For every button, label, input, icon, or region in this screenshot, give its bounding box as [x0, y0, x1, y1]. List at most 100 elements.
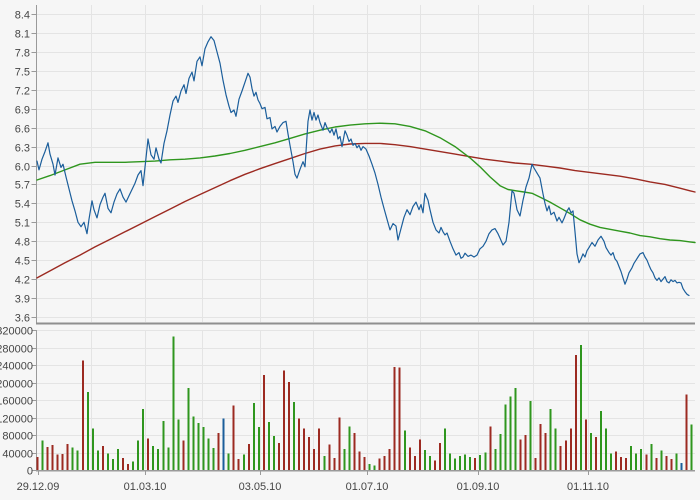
volume-bar — [509, 396, 512, 470]
volume-bar — [645, 454, 648, 470]
y-axis-label: 4.5 — [15, 256, 30, 268]
volume-bar — [635, 453, 638, 470]
volume-bar — [237, 459, 240, 470]
y-axis-label: 6.3 — [15, 143, 30, 155]
volume-bar — [459, 456, 462, 470]
volume-bar — [76, 450, 79, 470]
volume-bar — [86, 392, 89, 470]
volume-bar — [469, 456, 472, 470]
volume-bar — [197, 422, 200, 471]
volume-bar — [554, 428, 557, 470]
volume-bar — [51, 445, 54, 470]
volume-bar — [640, 449, 643, 470]
series — [36, 36, 696, 297]
volume-bar — [222, 418, 225, 470]
volume-bar — [393, 366, 396, 471]
y-axis-label: 120000 — [0, 414, 33, 426]
volume-bar — [363, 456, 366, 470]
x-axis-label: 29.12.09 — [17, 481, 60, 493]
volume-bar — [177, 419, 180, 471]
x-axis-label: 03.05.10 — [239, 481, 282, 493]
y-axis-label: 7.8 — [15, 48, 30, 60]
volume-bar — [182, 440, 185, 471]
x-axis-label: 01.09.10 — [457, 481, 500, 493]
y-axis-label: 40000 — [2, 449, 33, 461]
moving-average-green-line — [36, 122, 696, 244]
volume-bar — [428, 456, 431, 470]
volume-bar — [127, 463, 130, 470]
volume-bar — [318, 428, 321, 470]
volume-bar — [439, 442, 441, 470]
price-line — [36, 36, 690, 297]
volume-bar — [247, 443, 250, 471]
axis-labels: 8.4 8.1 7.8 7.5 7.2 6.9 6.6 6.3 6.0 5.7 5.4 5.1 4.8 4… — [0, 10, 609, 494]
y-axis-label: 7.5 — [15, 67, 30, 79]
moving-average-red-line — [36, 142, 696, 279]
gridlines — [37, 5, 695, 469]
volume-bar — [685, 394, 688, 470]
volume-bar — [574, 354, 577, 470]
volume-bar — [544, 432, 547, 470]
volume-bar — [378, 458, 381, 470]
volume-bar — [91, 428, 94, 470]
volume-bar — [600, 410, 602, 470]
volume-bar — [328, 444, 331, 470]
volume-bar — [267, 421, 270, 470]
volume-bar — [192, 416, 195, 470]
volume-bar — [413, 456, 416, 470]
volume-bar — [308, 437, 311, 470]
volume-bar — [343, 449, 346, 470]
volume-bar — [539, 424, 542, 470]
volume-bar — [212, 448, 215, 470]
volume-bar — [217, 432, 220, 470]
volume-bar — [262, 375, 265, 470]
volume-bar — [147, 438, 150, 470]
volume-bar — [61, 453, 64, 470]
volume-bar — [66, 444, 69, 470]
volume-bar — [665, 456, 668, 470]
y-axis-label: 7.2 — [15, 86, 30, 98]
volume-bar — [313, 449, 316, 470]
axes — [31, 5, 695, 475]
volume-bar — [504, 404, 507, 470]
volume-bar — [620, 456, 623, 470]
volume-bar — [202, 427, 205, 470]
volume-bar — [449, 453, 451, 470]
y-axis-label: 5.7 — [15, 180, 30, 192]
volume-bar — [660, 450, 663, 470]
y-axis-label: 0 — [27, 466, 33, 478]
volume-bar — [36, 456, 39, 470]
volume-bar — [303, 428, 306, 470]
x-axis-label: 01.07.10 — [346, 481, 389, 493]
volume-bar — [418, 439, 421, 470]
volume-bar — [479, 455, 482, 470]
volume-bar — [403, 430, 406, 470]
volume-bar — [630, 445, 633, 470]
volume-bar — [464, 454, 467, 471]
volume-bar — [444, 428, 446, 470]
volume-bar — [610, 453, 612, 470]
volume-bar — [529, 400, 532, 470]
x-axis-label: 01.11.10 — [567, 481, 609, 493]
x-axis-label: 01.03.10 — [124, 481, 167, 493]
volume-bar — [252, 403, 255, 470]
volume-bar — [122, 457, 124, 471]
y-axis-label: 80000 — [2, 431, 33, 443]
y-axis-label: 3.9 — [15, 294, 30, 306]
y-axis-label: 8.4 — [15, 10, 30, 22]
volume-bar — [71, 447, 74, 471]
volume-bar — [383, 456, 386, 470]
y-axis-label: 4.2 — [15, 275, 30, 287]
volume-bar — [157, 449, 160, 470]
volume-bar — [569, 428, 572, 470]
volume-bar — [398, 367, 401, 470]
volume-bar — [388, 449, 391, 470]
volume-bar — [589, 432, 592, 470]
volume-bar — [524, 435, 527, 470]
volume-bar — [142, 408, 145, 471]
volume-bar — [519, 439, 522, 470]
y-axis-label: 5.4 — [15, 199, 30, 211]
volume-bar — [227, 453, 230, 470]
y-axis-label: 4.8 — [15, 237, 30, 249]
